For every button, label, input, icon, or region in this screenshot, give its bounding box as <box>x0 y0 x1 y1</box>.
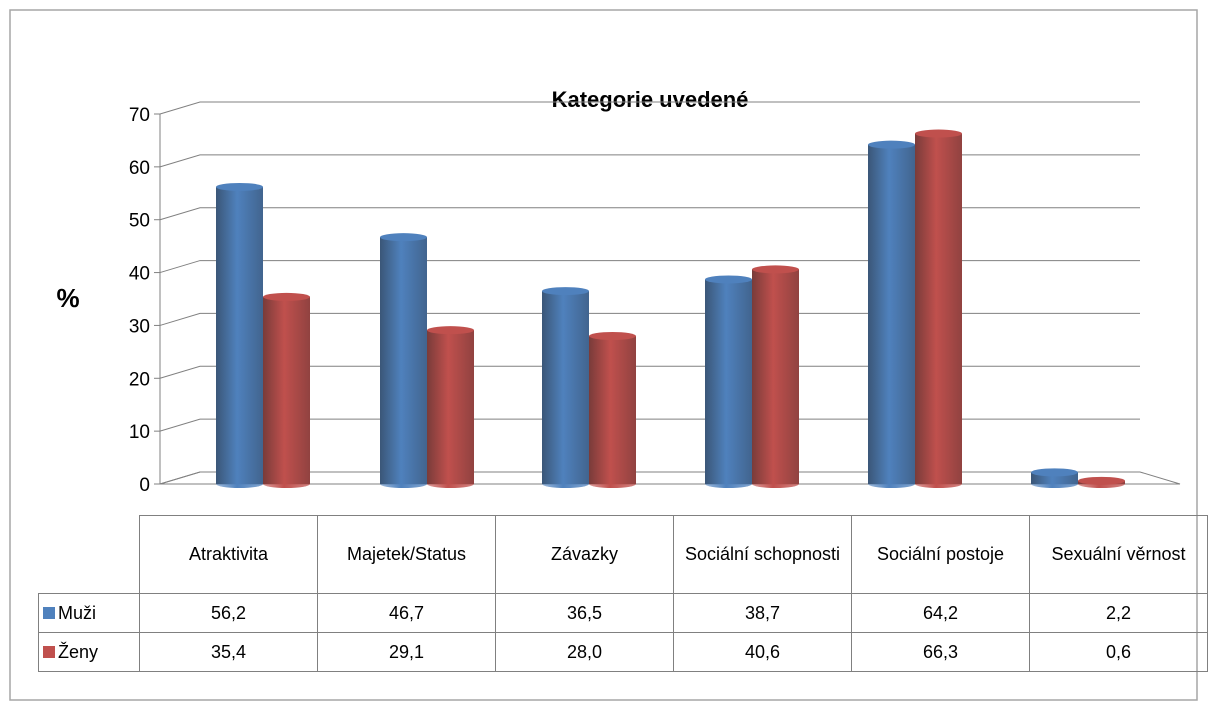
bar-group <box>589 332 636 488</box>
table-row: Atraktivita Majetek/Status Závazky Sociální… <box>38 515 1208 594</box>
y-tick-label: 40 <box>129 264 150 285</box>
y-tick-label: 30 <box>129 316 150 337</box>
floor <box>159 471 1181 485</box>
y-tick-label: 50 <box>129 211 150 232</box>
grid-line <box>159 365 1140 379</box>
y-tick-label: 70 <box>129 105 150 126</box>
table-value: 66,3 <box>851 632 1030 672</box>
category-label: Majetek/Status <box>317 515 496 594</box>
table-value: 38,7 <box>673 593 852 633</box>
bar-group <box>915 129 962 489</box>
bar <box>427 330 474 488</box>
bar-top <box>868 140 915 149</box>
table-value: 29,1 <box>317 632 496 672</box>
table-value: 0,6 <box>1029 632 1208 672</box>
category-label: Sociální schopnosti <box>673 515 852 594</box>
legend-key <box>43 606 55 619</box>
bar <box>868 144 915 488</box>
bar-group <box>1078 476 1125 488</box>
legend-cell: Ženy <box>38 632 140 672</box>
bar-top <box>380 233 427 242</box>
legend-key <box>43 645 55 658</box>
category-label: Závazky <box>495 515 674 594</box>
y-tick-label: 10 <box>129 422 150 443</box>
legend-label: Muži <box>58 602 97 623</box>
table-value: 40,6 <box>673 632 852 672</box>
legend-cell: Muži <box>38 593 140 633</box>
table-value: 35,4 <box>139 632 318 672</box>
category-label: Atraktivita <box>139 515 318 594</box>
bar-group <box>868 140 915 488</box>
bar <box>1031 472 1078 488</box>
y-axis-label: % <box>56 283 79 313</box>
grid-line <box>159 260 1140 274</box>
bar-top <box>1031 468 1078 477</box>
table-value: 36,5 <box>495 593 674 633</box>
bar-group <box>1031 468 1078 488</box>
grid-line <box>159 207 1140 221</box>
grid-line <box>159 312 1140 326</box>
bar <box>263 296 310 488</box>
bar-top <box>752 265 799 274</box>
table-row: Muži 56,2 46,7 36,5 38,7 64,2 2,2 <box>38 593 1208 633</box>
bar-top <box>705 275 752 284</box>
bar <box>216 186 263 488</box>
bar-top <box>589 332 636 340</box>
category-label: Sexuální věrnost <box>1029 515 1208 594</box>
category-label: Sociální postoje <box>851 515 1030 594</box>
bar <box>915 133 962 489</box>
table-value: 2,2 <box>1029 593 1208 633</box>
y-tick-label: 60 <box>129 158 150 179</box>
bar <box>542 291 589 488</box>
grid-line <box>159 418 1140 432</box>
bar <box>752 269 799 488</box>
bar-group <box>705 275 752 488</box>
legend-label: Ženy <box>58 641 99 662</box>
bar-group <box>427 326 474 488</box>
table-value: 46,7 <box>317 593 496 633</box>
table-row: Ženy 35,4 29,1 28,0 40,6 66,3 0,6 <box>38 632 1208 672</box>
bar-top <box>1078 476 1125 485</box>
bar-top <box>427 326 474 335</box>
table-value: 28,0 <box>495 632 674 672</box>
grid-line <box>159 154 1140 168</box>
bar <box>380 237 427 488</box>
bar-top <box>542 287 589 296</box>
bar-group <box>380 233 427 488</box>
bar <box>705 279 752 488</box>
bar-group <box>263 292 310 488</box>
bar-group <box>752 265 799 488</box>
bar-top <box>915 129 962 138</box>
bar <box>589 336 636 488</box>
table-value: 64,2 <box>851 593 1030 633</box>
bar-group <box>216 182 263 488</box>
bar-top <box>216 182 263 191</box>
grid-line <box>159 101 1140 115</box>
bar-top <box>263 292 310 301</box>
y-tick-label: 0 <box>139 475 150 496</box>
chart-title: Kategorie uvedené <box>552 87 749 112</box>
y-tick-label: 20 <box>129 369 150 390</box>
table-corner <box>38 515 140 594</box>
bar-group <box>542 287 589 488</box>
data-table: Atraktivita Majetek/Status Závazky Sociální… <box>38 515 1208 672</box>
table-value: 56,2 <box>139 593 318 633</box>
